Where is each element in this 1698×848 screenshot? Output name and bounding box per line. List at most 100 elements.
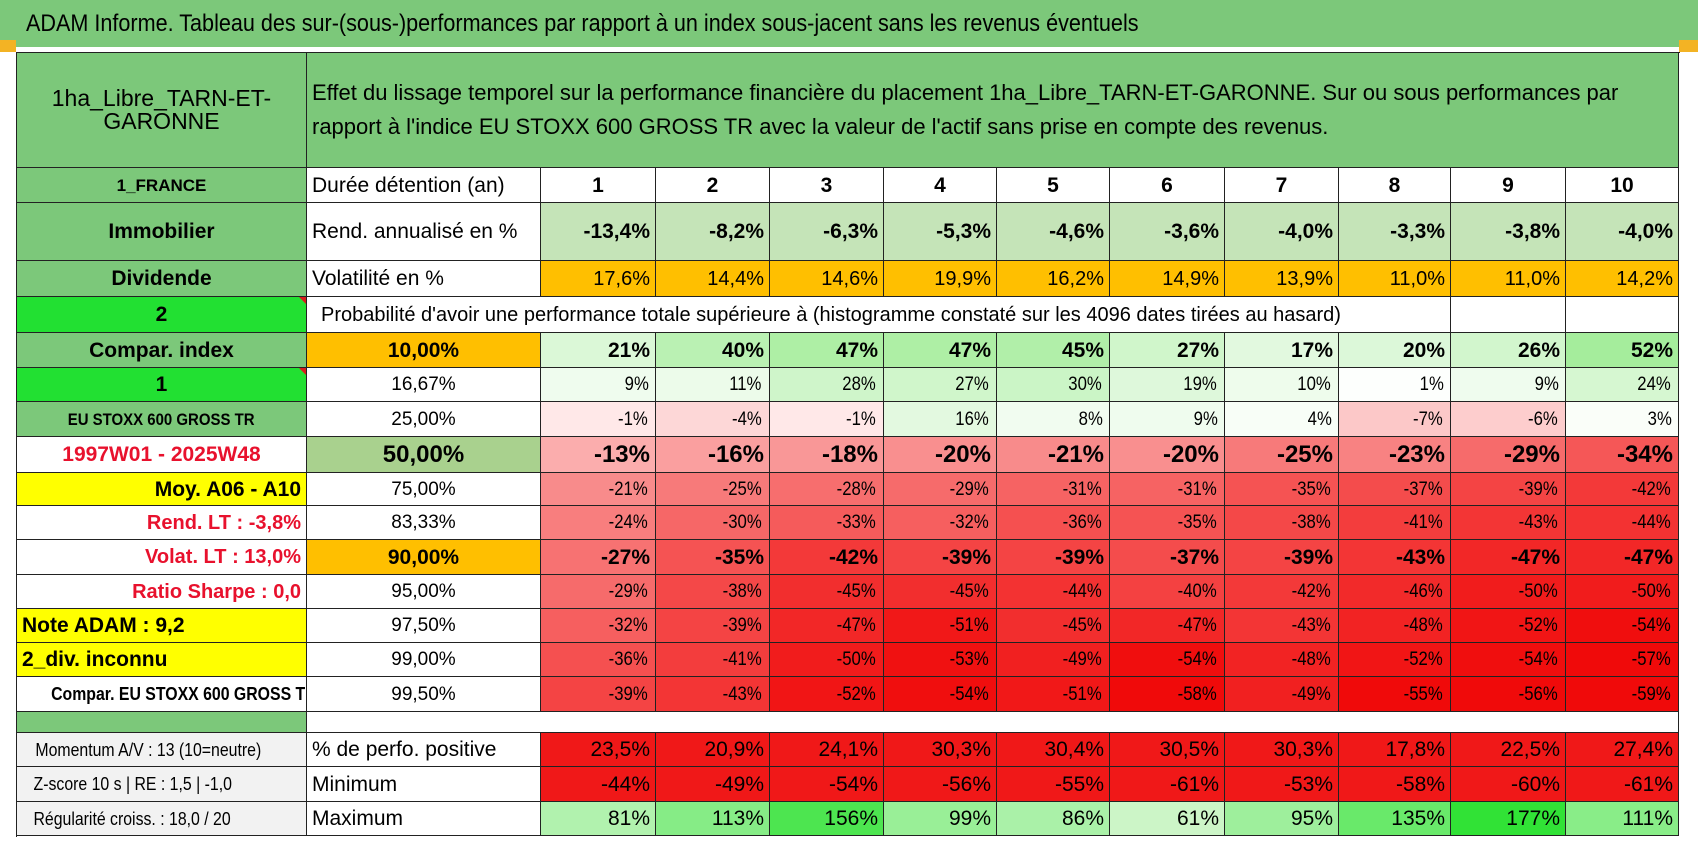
quantile-value-text: -48%: [1291, 649, 1331, 670]
quantile-value-text: 52%: [1630, 338, 1673, 362]
stat-value-text: -60%: [1510, 772, 1560, 796]
quantile-value: 27%: [884, 368, 997, 402]
quantile-value-text: -54%: [1631, 615, 1671, 636]
year-header: 7: [1225, 168, 1339, 203]
quantile-value-text: -38%: [1291, 512, 1331, 533]
quantile-value: -13%: [541, 437, 656, 473]
rend-value-text: -4,0%: [1618, 220, 1673, 243]
quantile-value: -41%: [656, 643, 770, 677]
stat-value-text: 86%: [1061, 807, 1104, 830]
left-edge-mark: [0, 40, 16, 52]
year-header: 1: [541, 168, 656, 203]
quantile-value-text: -25%: [722, 478, 762, 500]
quantile-value: -25%: [1225, 437, 1339, 473]
quantile-value: 28%: [770, 368, 884, 402]
quantile-value: 1%: [1339, 368, 1451, 402]
stat-value-text: 99%: [948, 807, 991, 830]
rend-value-text: -3,8%: [1505, 220, 1560, 243]
vol-value: 14,4%: [656, 261, 770, 297]
quantile-value-text: -50%: [1631, 581, 1671, 602]
sharpe-ratio-text: Ratio Sharpe : 0,0: [132, 580, 301, 603]
probability-threshold: 99,50%: [307, 677, 541, 712]
quantile-value: 47%: [884, 333, 997, 368]
quantile-value-text: 1%: [1419, 374, 1444, 395]
rend-value: -8,2%: [656, 203, 770, 261]
quantile-value-text: -45%: [949, 581, 989, 602]
sharpe-ratio: Ratio Sharpe : 0,0: [17, 575, 307, 609]
probability-threshold-text: 50,00%: [382, 440, 465, 468]
category-label-text: Immobilier: [108, 220, 215, 243]
year-header-text: 8: [1388, 173, 1401, 197]
stat-label-text: Maximum: [312, 807, 404, 830]
quantile-value-text: -36%: [1062, 512, 1102, 533]
quantile-value: -25%: [656, 473, 770, 506]
vol-label: Volatilité en %: [307, 261, 541, 297]
quantile-value-text: 47%: [948, 338, 991, 362]
quantile-value-text: -56%: [1518, 683, 1558, 705]
quantile-value-text: -42%: [1631, 478, 1671, 500]
stat-value: 99%: [884, 802, 997, 836]
quantile-value: -55%: [1339, 677, 1451, 712]
quantile-value-text: -37%: [1169, 545, 1219, 569]
stat-value-text: 27,4%: [1613, 738, 1673, 761]
stat-value-text: 30,4%: [1044, 738, 1104, 761]
description: Effet du lissage temporel sur la perform…: [307, 53, 1679, 168]
right-edge-mark: [1679, 40, 1698, 52]
rend-value: -3,8%: [1451, 203, 1566, 261]
quantile-value: 8%: [997, 402, 1110, 437]
quantile-value-text: -21%: [1047, 440, 1104, 468]
stat-value: 156%: [770, 802, 884, 836]
asset-name-text: 1ha_Libre_TARN-ET-GARONNE: [51, 85, 272, 134]
quantile-value: -35%: [1110, 506, 1225, 540]
quantile-value: -56%: [1451, 677, 1566, 712]
rend-value-text: -8,2%: [709, 220, 764, 243]
quantile-value-text: 28%: [842, 374, 876, 395]
quantile-value-text: 4%: [1307, 408, 1332, 430]
quantile-value-text: 47%: [835, 338, 878, 362]
quantile-value: -42%: [1225, 575, 1339, 609]
quantile-value: -47%: [1451, 540, 1566, 575]
quantile-value-text: 27%: [955, 374, 989, 395]
probability-threshold: 16,67%: [307, 368, 541, 402]
quantile-value: -49%: [1225, 677, 1339, 712]
quantile-value: -47%: [1566, 540, 1679, 575]
quantile-value-text: -50%: [836, 649, 876, 670]
quantile-value: -23%: [1339, 437, 1451, 473]
stat-value: 30,3%: [884, 733, 997, 767]
quantile-value: 21%: [541, 333, 656, 368]
stat-value: -44%: [541, 767, 656, 802]
stat-value: 17,8%: [1339, 733, 1451, 767]
compar-index-label-text: Compar. index: [89, 338, 234, 362]
quantile-value-text: 9%: [624, 374, 649, 395]
quantile-value-text: 9%: [1193, 408, 1218, 430]
stat-value: -55%: [997, 767, 1110, 802]
quantile-value: 30%: [997, 368, 1110, 402]
quantile-value: 40%: [656, 333, 770, 368]
stat-label: % de perfo. positive: [307, 733, 541, 767]
rend-value-text: -5,3%: [936, 220, 991, 243]
quantile-value-text: -4%: [732, 408, 762, 430]
quantile-value: -57%: [1566, 643, 1679, 677]
vol-value: 16,2%: [997, 261, 1110, 297]
quantile-value-text: -49%: [1062, 649, 1102, 670]
income-type-label-text: Dividende: [111, 267, 212, 290]
rend-lt-text: Rend. LT : -3,8%: [146, 511, 301, 534]
stat-value-text: -56%: [941, 772, 991, 796]
quantile-value-text: -45%: [1062, 615, 1102, 636]
quantile-value-text: -54%: [1177, 649, 1217, 670]
quantile-value-text: -13%: [593, 440, 650, 468]
quantile-value-text: -38%: [722, 581, 762, 602]
quantile-value-text: -21%: [608, 478, 648, 500]
quantile-value: -54%: [1566, 609, 1679, 643]
stat-value: -53%: [1225, 767, 1339, 802]
probability-threshold-text: 16,67%: [391, 374, 456, 395]
quantile-value: 20%: [1339, 333, 1451, 368]
quantile-value: -43%: [656, 677, 770, 712]
vol-value: 14,9%: [1110, 261, 1225, 297]
stat-value-text: 135%: [1391, 807, 1445, 830]
vol-value: 17,6%: [541, 261, 656, 297]
quantile-value: -39%: [541, 677, 656, 712]
quantile-value: 26%: [1451, 333, 1566, 368]
probability-threshold-text: 99,50%: [391, 683, 456, 705]
stat-value: 111%: [1566, 802, 1679, 836]
